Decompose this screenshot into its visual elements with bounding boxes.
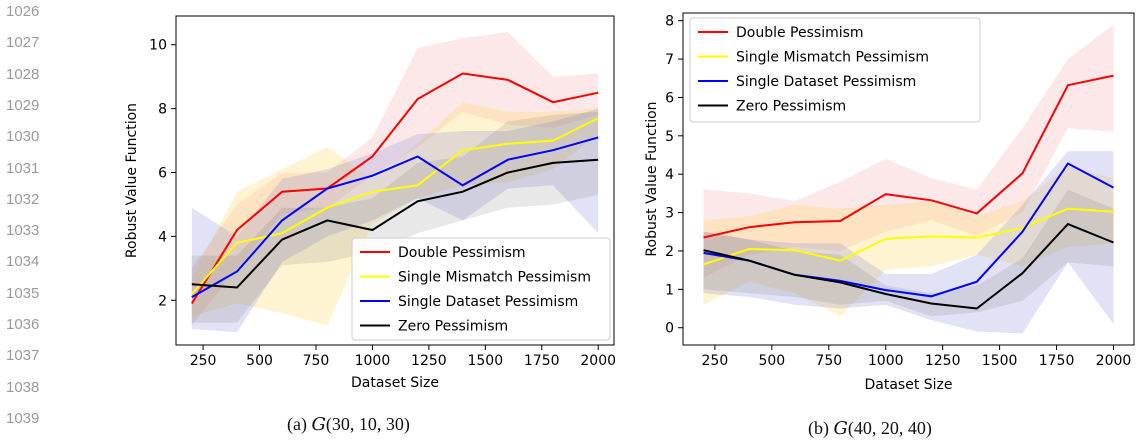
confidence-band: [191, 32, 599, 326]
legend-entry: Zero Pessimism: [736, 99, 846, 115]
plot-frame: [175, 15, 615, 346]
line-number: 1030: [6, 128, 40, 146]
confidence-band: [191, 102, 599, 326]
y-tick-label: 6: [158, 166, 167, 182]
caption-a: (a) G(30, 10, 30): [287, 414, 410, 435]
y-tick-label: 8: [665, 14, 674, 30]
y-tick-label: 5: [665, 129, 674, 145]
x-tick-label: 500: [246, 353, 273, 369]
legend-entry: Double Pessimism: [736, 25, 864, 41]
line-number: 1036: [6, 316, 40, 333]
line-number: 1034: [6, 253, 40, 271]
confidence-band: [703, 151, 1114, 334]
x-axis-label: Dataset Size: [351, 375, 439, 391]
legend-entry: Double Pessimism: [398, 245, 526, 261]
line-number: 1029: [6, 96, 40, 114]
series-line: [703, 207, 1114, 266]
series-line: [190, 72, 599, 305]
confidence-band: [703, 24, 1114, 278]
legend-entry: Single Mismatch Pessimism: [736, 50, 929, 66]
y-tick-label: 1: [665, 282, 674, 298]
line-number: 1031: [6, 159, 40, 177]
series-line: [191, 158, 599, 289]
y-tick-label: 10: [149, 38, 167, 54]
caption-a-label: (a): [287, 414, 307, 434]
legend-entry: Single Dataset Pessimism: [736, 74, 916, 90]
x-tick-label: 2000: [580, 353, 616, 369]
series-line: [703, 222, 1114, 310]
x-tick-label: 1500: [467, 353, 503, 369]
y-tick-label: 4: [665, 167, 674, 183]
x-tick-label: 1250: [925, 353, 961, 369]
line-number: 1028: [6, 65, 40, 83]
caption-b-label: (b): [808, 418, 829, 438]
caption-b-symbol: G: [833, 418, 848, 439]
x-axis-label: Dataset Size: [864, 377, 952, 393]
x-tick-label: 1000: [868, 353, 904, 369]
line-number: 1026: [6, 3, 40, 20]
caption-a-symbol: G: [311, 414, 326, 435]
x-tick-label: 1250: [411, 353, 447, 369]
x-tick-label: 250: [702, 353, 729, 369]
line-number: 1033: [6, 222, 40, 240]
x-tick-label: 1750: [524, 353, 560, 369]
y-tick-label: 0: [665, 321, 674, 337]
y-tick-label: 3: [665, 206, 674, 222]
y-tick-label: 8: [158, 102, 167, 118]
x-tick-label: 2000: [1096, 353, 1132, 369]
line-number: 1038: [6, 378, 40, 396]
line-number: 1037: [6, 347, 40, 365]
y-axis-label: Robust Value Function: [644, 101, 660, 256]
x-tick-label: 1000: [355, 353, 391, 369]
legend-entry: Zero Pessimism: [398, 319, 508, 335]
y-tick-label: 7: [665, 52, 674, 68]
confidence-band: [191, 108, 599, 333]
confidence-band: [191, 111, 599, 323]
x-tick-label: 750: [303, 353, 330, 369]
caption-b-args: (40, 20, 40): [847, 418, 932, 438]
caption-b: (b) G(40, 20, 40): [808, 418, 932, 439]
y-tick-label: 4: [158, 229, 167, 245]
legend-box: [351, 237, 611, 341]
x-tick-label: 500: [758, 353, 785, 369]
series-line: [703, 74, 1114, 239]
legend-entry: Single Dataset Pessimism: [398, 294, 578, 310]
line-number: 1027: [6, 34, 40, 52]
legend-box: [689, 17, 981, 123]
legend-entry: Single Mismatch Pessimism: [398, 270, 591, 286]
series-line: [191, 136, 599, 298]
y-axis-label: Robust Value Function: [124, 103, 140, 258]
caption-a-args: (30, 10, 30): [325, 414, 410, 434]
line-number: 1035: [6, 284, 40, 302]
x-tick-label: 1750: [1039, 353, 1075, 369]
line-number: 1039: [6, 409, 40, 427]
series-line: [191, 117, 599, 295]
x-tick-label: 250: [190, 353, 217, 369]
y-tick-label: 6: [665, 90, 674, 106]
x-tick-label: 1500: [982, 353, 1018, 369]
x-tick-label: 750: [815, 353, 842, 369]
confidence-band: [703, 189, 1114, 317]
plot-frame: [682, 12, 1135, 346]
confidence-band: [703, 166, 1114, 317]
line-number: 1032: [6, 190, 40, 208]
y-tick-label: 2: [158, 293, 167, 309]
y-tick-label: 2: [665, 244, 674, 260]
